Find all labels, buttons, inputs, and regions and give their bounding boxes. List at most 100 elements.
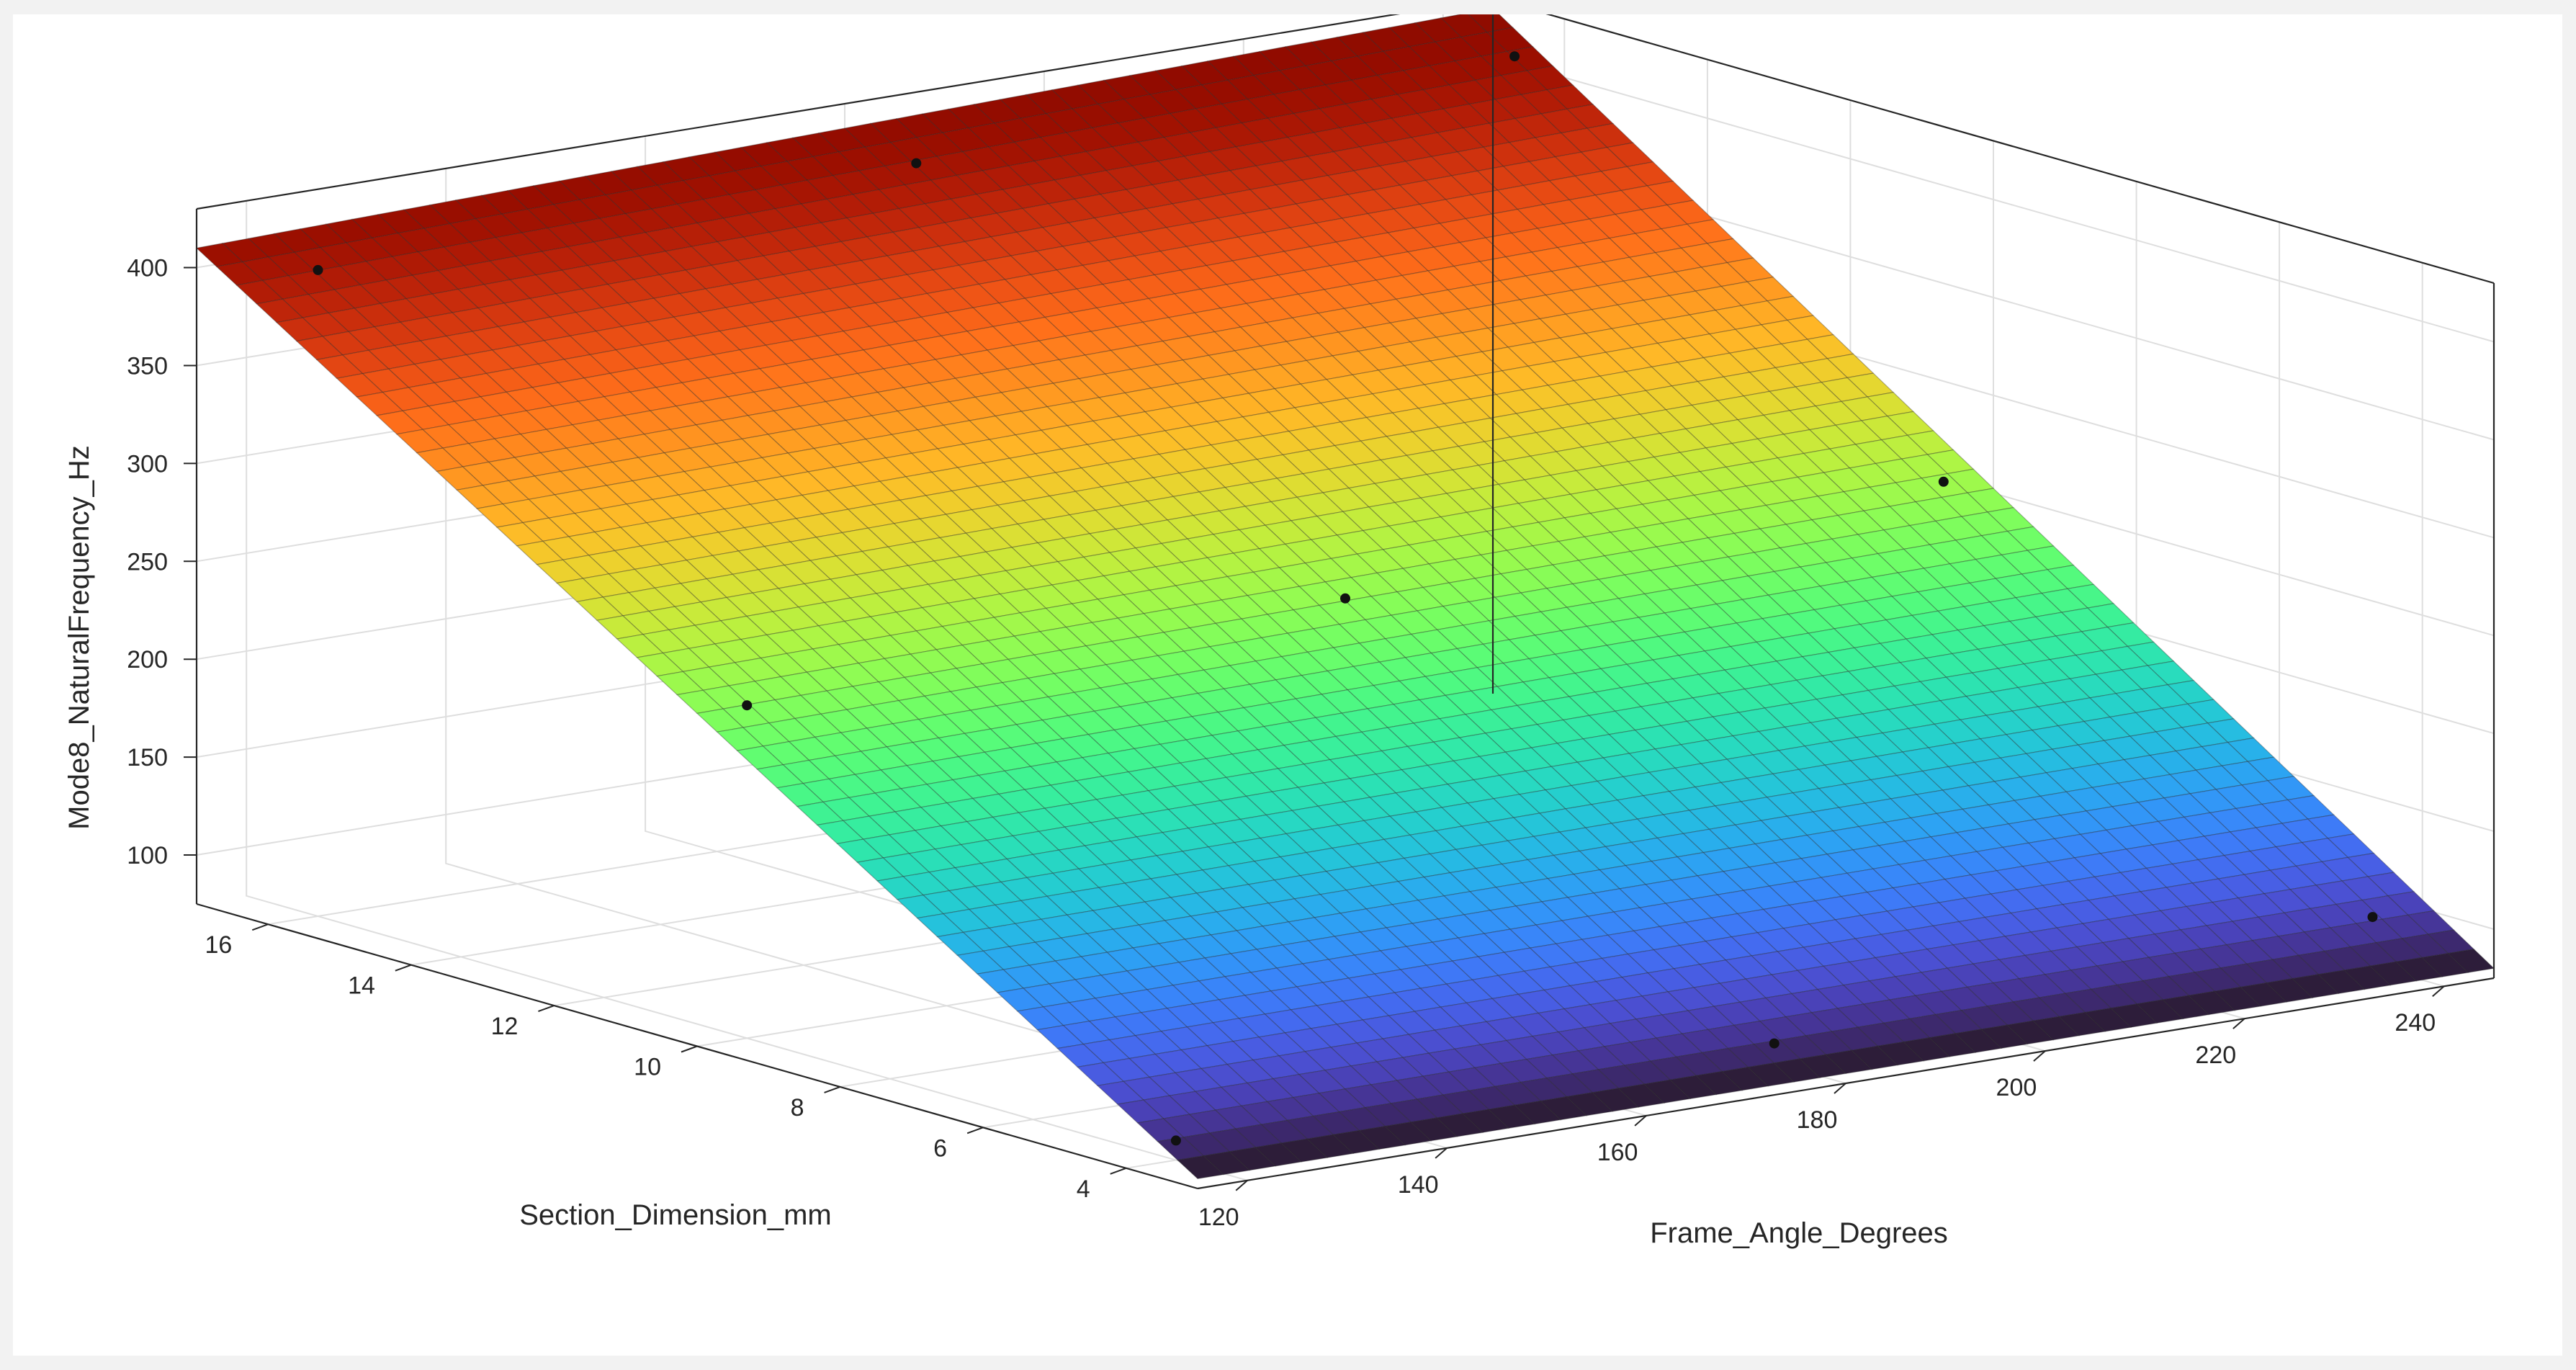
data-point[interactable] (1170, 1135, 1181, 1146)
surface-cell (1121, 790, 1170, 815)
surface-cell (537, 359, 585, 384)
surface-cell (1139, 227, 1188, 252)
surface-cell (1391, 408, 1440, 433)
surface-cell (627, 587, 676, 612)
surface-cell (825, 396, 873, 421)
surface-cell (1332, 146, 1381, 171)
surface-cell (1018, 807, 1066, 832)
surface-cell (1262, 721, 1311, 746)
surface-cell (1306, 647, 1355, 672)
surface-cell (1110, 636, 1159, 661)
surface-cell (802, 288, 851, 313)
surface-cell (436, 466, 484, 491)
surface-cell (1654, 247, 1702, 273)
surface-cell (1094, 505, 1143, 530)
data-point[interactable] (313, 264, 323, 275)
surface-cell (1128, 70, 1177, 95)
z-tick-label: 100 (127, 842, 168, 869)
surface-cell (816, 331, 865, 356)
surface-cell (1007, 654, 1056, 679)
surface-cell (868, 321, 917, 346)
surface-cell (973, 99, 1022, 124)
y-tick-label: 16 (205, 931, 232, 959)
surface-cell (907, 560, 956, 585)
surface-cell (773, 694, 822, 720)
data-point[interactable] (1509, 51, 1520, 62)
surface-cell (1260, 137, 1309, 162)
surface-cell (1977, 644, 2025, 669)
surface-cell (562, 555, 610, 579)
z-tick-label: 200 (127, 646, 168, 673)
surface-cell (935, 644, 984, 669)
surface-cell (1021, 203, 1070, 228)
surface-cell (1399, 473, 1448, 498)
surface-cell (894, 316, 943, 341)
surface-cell (682, 666, 730, 691)
surface-cell (641, 340, 689, 364)
surface-cell (1350, 572, 1399, 597)
data-point[interactable] (2367, 912, 2378, 923)
surface-cell (1373, 184, 1421, 210)
surface-cell (1090, 617, 1139, 643)
surface-cell (1405, 450, 1454, 475)
surface-cell (1450, 667, 1499, 691)
surface-cell (836, 349, 885, 375)
data-point[interactable] (1769, 1038, 1780, 1049)
surface-cell (1450, 170, 1499, 196)
surface-cell (940, 331, 989, 356)
data-point[interactable] (1938, 476, 1949, 487)
surface-cell (1699, 466, 1747, 491)
surface-cell (1428, 61, 1476, 86)
surface-cell (1275, 473, 1324, 498)
surface-cell (295, 336, 344, 361)
surface-cell (766, 630, 814, 654)
tick-marks (184, 267, 2445, 1191)
x-tick (2232, 1018, 2245, 1029)
surface-cell (1273, 89, 1321, 115)
surface-cell (1180, 557, 1229, 582)
surface-cell (1177, 669, 1225, 694)
surface-cell (2051, 744, 2099, 769)
surface-cell (821, 509, 869, 534)
surface-cell (1162, 627, 1211, 652)
surface-plot[interactable]: 120 140 160 180 200 220 240 4 6 8 10 12 14 16 100 150 20… (13, 14, 2562, 1356)
surface-cell (997, 789, 1046, 813)
figure: 120 140 160 180 200 220 240 4 6 8 10 12 14 16 100 150 20… (13, 14, 2562, 1356)
data-point[interactable] (1340, 593, 1350, 604)
data-point[interactable] (742, 700, 753, 711)
x-tick (1634, 1115, 1647, 1127)
surface-cell (456, 485, 504, 509)
surface-cell (925, 490, 973, 515)
surface-cell (1249, 478, 1298, 503)
surface-cell (894, 807, 942, 831)
surface-cell (908, 849, 956, 873)
surface-cell (1177, 174, 1226, 200)
surface-cell (1255, 655, 1303, 681)
surface-cell (1255, 161, 1303, 186)
surface-cell (756, 764, 804, 789)
surface-cell (1221, 99, 1269, 124)
axis-edge (196, 14, 1401, 210)
surface-cell (1047, 198, 1096, 223)
surface-cell (783, 560, 832, 585)
surface-cell (947, 598, 995, 622)
surface-cell (1232, 548, 1280, 573)
surface-cell (1038, 626, 1087, 651)
surface-cell (601, 303, 649, 327)
surface-cell (373, 321, 422, 346)
surface-cell (1236, 435, 1284, 460)
surface-cell (1031, 849, 1080, 874)
surface-cell (1416, 108, 1465, 133)
surface-cell (810, 354, 859, 379)
surface-cell (519, 429, 567, 454)
z-tick-label: 350 (127, 353, 168, 380)
surface-cell (1079, 170, 1128, 195)
surface-cell (1117, 117, 1165, 143)
surface-cell (621, 610, 670, 635)
surface-cell (750, 297, 799, 323)
surface-cell (1202, 1151, 1251, 1176)
surface-cell (637, 452, 686, 477)
data-point[interactable] (911, 158, 922, 169)
surface-cell (1159, 739, 1208, 764)
surface-cell (1199, 284, 1248, 309)
